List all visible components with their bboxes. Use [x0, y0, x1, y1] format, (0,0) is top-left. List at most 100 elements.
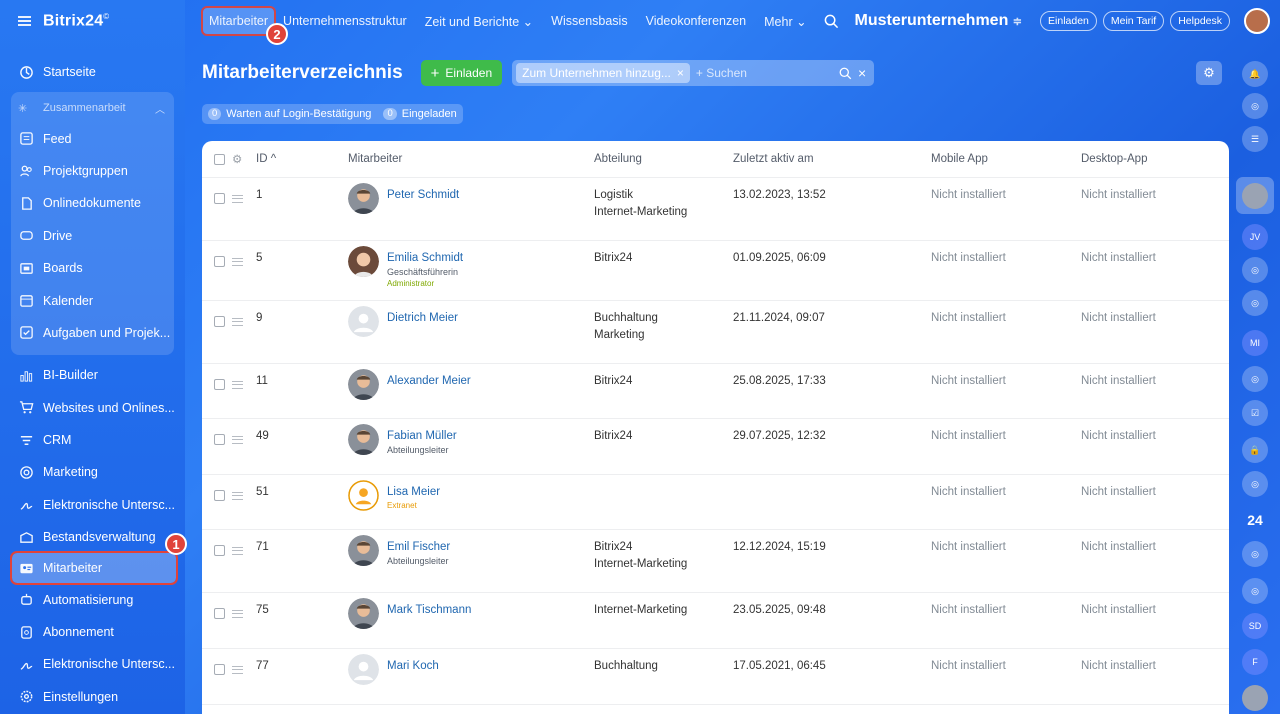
search-icon[interactable]	[824, 14, 839, 29]
sidebar-item-elektronische-untersc[interactable]: Elektronische Untersc...	[0, 489, 185, 521]
row-checkbox[interactable]	[214, 663, 225, 675]
table-row[interactable]: 77 Mari Koch Buchhaltung 17.05.2021, 06:45 N…	[202, 648, 1229, 705]
sidebar-item-projektgruppen[interactable]: Projektgruppen	[11, 155, 174, 187]
user-avatar[interactable]	[1242, 685, 1268, 711]
sidebar-item-aufgaben-und-projek[interactable]: Aufgaben und Projek...	[11, 317, 174, 349]
sidebar-item-einstellungen[interactable]: Einstellungen	[0, 681, 185, 713]
tab-5[interactable]: Mehr ⌄	[764, 14, 807, 29]
employee-name[interactable]: Alexander Meier	[387, 374, 471, 387]
row-checkbox[interactable]	[214, 607, 225, 619]
row-menu-icon[interactable]	[232, 665, 243, 674]
company-name[interactable]: Musterunternehmen ≑	[854, 12, 1023, 29]
my-plan-button[interactable]: Mein Tarif	[1102, 11, 1165, 31]
row-menu-icon[interactable]	[232, 317, 243, 326]
search-input[interactable]: + Suchen	[695, 66, 747, 80]
copilot-icon[interactable]: ◎	[1242, 578, 1268, 604]
contact-avatar[interactable]: SD	[1242, 613, 1268, 639]
row-checkbox[interactable]	[214, 489, 225, 501]
table-row[interactable]: 11 Alexander Meier Bitrix24 25.08.2025, 17:…	[202, 363, 1229, 419]
sidebar-item-marketing[interactable]: Marketing	[0, 456, 185, 488]
contact-avatar[interactable]: JV	[1242, 224, 1268, 250]
employee-avatar[interactable]	[348, 479, 379, 511]
tab-3[interactable]: Wissensbasis	[551, 14, 628, 28]
sidebar-item-onlinedokumente[interactable]: Onlinedokumente	[11, 187, 174, 219]
sidebar-item-abonnement[interactable]: Abonnement	[0, 616, 185, 648]
employee-avatar[interactable]	[348, 423, 379, 455]
clear-icon[interactable]: ×	[857, 65, 867, 81]
filter-invited[interactable]: 0 Eingeladen	[377, 104, 462, 124]
copilot-icon[interactable]: ◎	[1242, 290, 1268, 316]
sidebar-item-boards[interactable]: Boards	[11, 252, 174, 284]
sidebar-item-crm[interactable]: CRM	[0, 424, 185, 456]
column-last-active[interactable]: Zuletzt aktiv am	[733, 141, 931, 178]
menu-icon[interactable]	[18, 16, 31, 26]
employee-name[interactable]: Dietrich Meier	[387, 311, 458, 324]
row-checkbox[interactable]	[214, 544, 225, 556]
sidebar-item-drive[interactable]: Drive	[11, 220, 174, 252]
employee-name[interactable]: Fabian Müller	[387, 429, 457, 442]
row-checkbox[interactable]	[214, 315, 225, 327]
user-avatar[interactable]	[1244, 8, 1270, 34]
lock-icon[interactable]: 🔒	[1242, 437, 1268, 463]
tab-4[interactable]: Videokonferenzen	[645, 14, 747, 28]
employee-avatar[interactable]	[348, 245, 379, 277]
copilot-icon[interactable]: ◎	[1242, 366, 1268, 392]
row-menu-icon[interactable]	[232, 435, 243, 444]
copilot-icon[interactable]: ◎	[1242, 541, 1268, 567]
copilot-icon[interactable]: ◎	[1242, 471, 1268, 497]
table-row[interactable]: 75 Mark Tischmann Internet-Marketing 23.05.…	[202, 592, 1229, 649]
employee-avatar[interactable]	[348, 305, 379, 337]
row-checkbox[interactable]	[214, 378, 225, 390]
table-row[interactable]: 49 Fabian Müller Abteilungsleiter Bitrix24 2…	[202, 418, 1229, 475]
chat-icon[interactable]: ☰	[1242, 126, 1268, 152]
sidebar-item-elektronische-untersc[interactable]: Elektronische Untersc...	[0, 648, 185, 680]
row-checkbox[interactable]	[214, 255, 225, 267]
bell-icon[interactable]: 🔔	[1242, 61, 1268, 87]
employee-name[interactable]: Lisa Meier	[387, 485, 441, 498]
table-row[interactable]: 9 Dietrich Meier Buchhaltung Marketing 21.11…	[202, 300, 1229, 364]
chevron-up-icon[interactable]: ︿	[155, 104, 165, 116]
sidebar-item-startseite[interactable]: Startseite	[0, 56, 185, 88]
helpdesk-button[interactable]: Helpdesk	[1170, 11, 1230, 31]
table-row[interactable]: 71 Emil Fischer Abteilungsleiter Bitrix24 In…	[202, 529, 1229, 593]
close-icon[interactable]: ×	[676, 66, 684, 80]
row-menu-icon[interactable]	[232, 491, 243, 500]
tab-1[interactable]: Unternehmensstruktur	[283, 14, 407, 28]
employee-name[interactable]: Emilia Schmidt	[387, 251, 464, 264]
sidebar-item-bestandsverwaltung[interactable]: Bestandsverwaltung	[0, 521, 185, 553]
column-department[interactable]: Abteilung	[594, 141, 733, 178]
user-avatar[interactable]	[1242, 183, 1268, 209]
tab-0[interactable]: Mitarbeiter	[200, 6, 277, 36]
employee-name[interactable]: Mark Tischmann	[387, 603, 472, 616]
select-all-checkbox[interactable]	[214, 153, 225, 165]
settings-gear-button[interactable]: ⚙	[1196, 61, 1222, 85]
contact-avatar[interactable]: F	[1242, 649, 1268, 675]
search-filter-bar[interactable]: Zum Unternehmen hinzug... × + Suchen ×	[512, 60, 875, 86]
table-row[interactable]: 51 Lisa Meier Extranet Nicht installiert Nic…	[202, 474, 1229, 530]
tab-2[interactable]: Zeit und Berichte ⌄	[424, 14, 534, 29]
table-row[interactable]: 1 Peter Schmidt Logistik Internet-Marketing…	[202, 177, 1229, 241]
row-checkbox[interactable]	[214, 192, 225, 204]
row-menu-icon[interactable]	[232, 257, 243, 266]
sidebar-item-websites-und-onlines[interactable]: Websites und Onlines...	[0, 392, 185, 424]
filter-chip[interactable]: Zum Unternehmen hinzug... ×	[516, 63, 690, 83]
sidebar-item-bi-builder[interactable]: BI-Builder	[0, 359, 185, 391]
column-employee[interactable]: Mitarbeiter	[348, 141, 594, 178]
bitrix-icon[interactable]: 24	[1247, 512, 1263, 528]
employee-avatar[interactable]	[348, 368, 379, 400]
employee-name[interactable]: Emil Fischer	[387, 540, 451, 553]
row-menu-icon[interactable]	[232, 194, 243, 203]
sidebar-item-mitarbeiter[interactable]: Mitarbeiter	[10, 551, 178, 586]
invite-button[interactable]: + Einladen	[420, 60, 503, 86]
filter-pending-login[interactable]: 0 Warten auf Login-Bestätigung	[202, 104, 377, 124]
row-menu-icon[interactable]	[232, 609, 243, 618]
row-menu-icon[interactable]	[232, 546, 243, 555]
invite-top-button[interactable]: Einladen	[1040, 11, 1097, 31]
sidebar-item-feed[interactable]: Feed	[11, 122, 174, 154]
tasks-icon[interactable]: ☑	[1242, 400, 1268, 426]
employee-name[interactable]: Peter Schmidt	[387, 188, 460, 201]
column-id[interactable]: ID ^	[256, 141, 348, 178]
column-mobile-app[interactable]: Mobile App	[931, 141, 1081, 178]
search-icon[interactable]	[839, 67, 852, 80]
employee-avatar[interactable]	[348, 653, 379, 685]
